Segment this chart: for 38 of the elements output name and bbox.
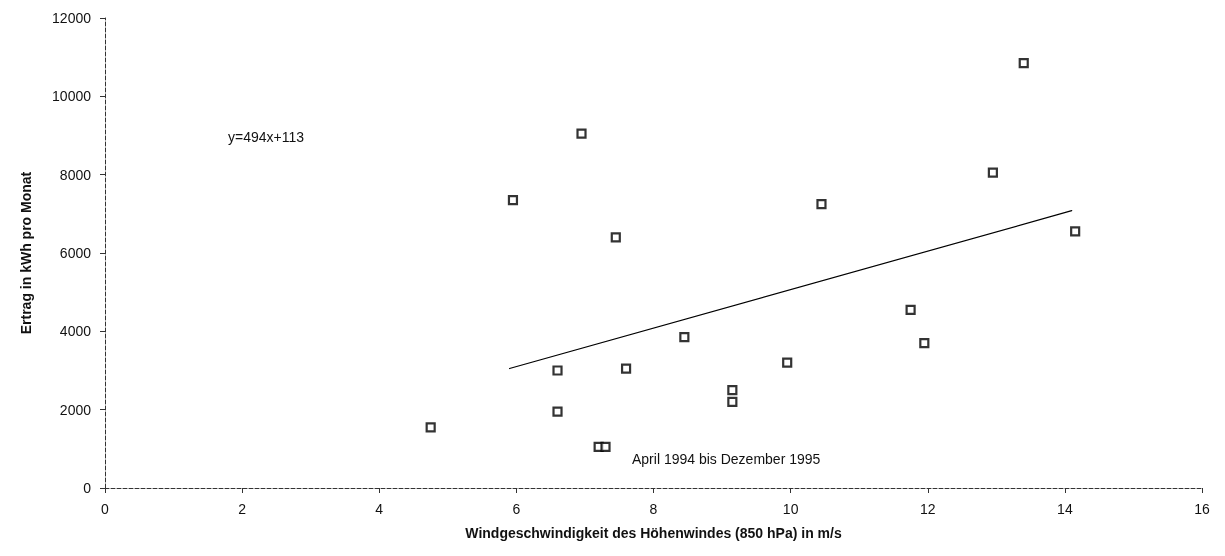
x-axis-title: Windgeschwindigkeit des Höhenwindes (850 hPa) in m/s: [465, 525, 842, 541]
point: [727, 384, 738, 396]
x-tick-label: 10: [782, 501, 799, 517]
point: [576, 128, 587, 139]
y-axis-title: Ertrag in kWh pro Monat: [18, 171, 34, 335]
point: [552, 406, 563, 417]
x-tick-label: 12: [919, 501, 936, 517]
point: [905, 304, 916, 315]
point: [919, 337, 930, 349]
point: [987, 167, 998, 178]
point: [425, 422, 436, 433]
y-tick-label: 8000: [59, 166, 92, 183]
annotation: April 1994 bis Dezember 1995: [632, 451, 821, 467]
point: [552, 365, 563, 376]
point: [1070, 226, 1081, 237]
point: [1018, 57, 1029, 69]
point: [507, 195, 519, 206]
x-tick-label: 14: [1057, 501, 1073, 517]
x-tick-label: 2: [238, 501, 247, 517]
y-tick-label: 0: [83, 480, 92, 496]
point: [600, 441, 611, 452]
x-tick-label: 8: [649, 501, 658, 517]
point: [727, 396, 738, 407]
point: [679, 332, 690, 343]
y-tick-label: 10000: [52, 88, 92, 105]
x-tick-label: 0: [101, 501, 110, 517]
annotation: y=494x+113: [228, 129, 305, 145]
y-tick-label: 4000: [59, 323, 92, 340]
x-tick-label: 4: [375, 501, 384, 517]
x-tick-label: 16: [1194, 501, 1210, 517]
point: [782, 357, 793, 368]
x-tick-label: 6: [512, 501, 521, 517]
y-tick-label: 2000: [59, 401, 92, 418]
point: [816, 198, 827, 210]
point: [620, 363, 632, 374]
y-tick-label: 12000: [52, 10, 92, 26]
y-tick-label: 6000: [59, 245, 92, 261]
point: [610, 232, 621, 243]
